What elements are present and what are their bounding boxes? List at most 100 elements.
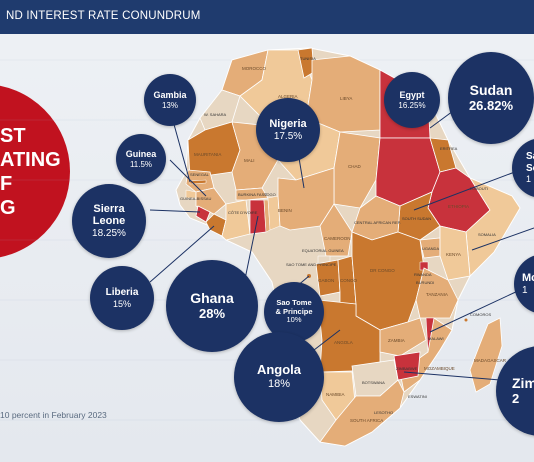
label-algeria: ALGERIA <box>278 94 298 99</box>
guinea-bubble: Guinea 11.5% <box>116 134 166 184</box>
label-kenya: KENYA <box>446 252 461 257</box>
label-equatorial-guinea: EQUATORIAL GUINEA <box>302 248 344 253</box>
label-benin: BENIN <box>278 208 292 213</box>
label-rwanda: RWANDA <box>414 272 432 277</box>
sudan-label: Sudan <box>469 82 513 99</box>
label-madagascar: MADAGASCAR <box>474 358 507 363</box>
libya-region <box>305 55 381 133</box>
guinea-region <box>195 187 227 215</box>
label-libya: LIBYA <box>340 96 352 101</box>
label-chad: CHAD <box>348 164 362 169</box>
angola-bubble: Angola 18% <box>234 332 324 422</box>
label-dr-congo: DR CONGO <box>370 268 395 273</box>
liberia-rate: 15% <box>112 298 131 309</box>
sudan-rate: 26.82% <box>468 97 514 113</box>
label-burundi: BURUNDI <box>416 280 434 285</box>
partial-bubble-moz: Moz 1 <box>514 254 534 314</box>
sao-tome-label-1: Sao Tome <box>276 298 312 308</box>
partial-zim-label: Zim <box>512 375 534 392</box>
label-tunisia: TUNISIA <box>300 56 316 61</box>
label-togo: TOGO <box>264 192 276 197</box>
label-lesotho: LESOTHO <box>374 410 393 415</box>
label-burkina: BURKINA FASO <box>238 192 267 197</box>
left-panel-text: ST ATING F G <box>0 124 61 220</box>
liberia-bubble: Liberia 15% <box>90 266 154 330</box>
label-somalia: SOMALIA <box>478 232 496 237</box>
label-mali: MALI <box>244 158 255 163</box>
label-tanzania: TANZANIA <box>426 292 448 297</box>
sierra-leone-bubble: Sierra Leone 18.25% <box>72 184 146 258</box>
partial-sa-label-2: Se <box>526 162 534 174</box>
somalia-region <box>465 177 521 277</box>
sierra-leone-rate: 18.25% <box>92 227 126 239</box>
nigeria-bubble: Nigeria 17.5% <box>256 98 320 162</box>
left-panel-line-3: F <box>0 173 13 195</box>
ghana-label: Ghana <box>190 290 234 307</box>
gambia-region <box>189 179 207 185</box>
partial-zim-rate: 2 <box>512 390 520 406</box>
label-mozambique: MOZAMBIQUE <box>424 366 455 371</box>
nigeria-label: Nigeria <box>269 117 307 130</box>
liberia-label: Liberia <box>105 287 139 299</box>
header-title: ND INTEREST RATE CONUNDRUM <box>6 10 201 22</box>
gambia-rate: 13% <box>161 100 178 110</box>
left-panel-line-1: ST <box>0 125 26 147</box>
header-bar: ND INTEREST RATE CONUNDRUM <box>0 0 534 34</box>
label-south-africa: SOUTH AFRICA <box>350 418 383 423</box>
sierra-leone-label-2: Leone <box>92 215 126 228</box>
burkina-region <box>235 187 269 201</box>
comoros-island <box>464 318 468 322</box>
label-uganda: UGANDA <box>422 246 439 251</box>
sao-tome-rate: 10% <box>286 315 302 325</box>
label-sao-tome: SAO TOME AND PRINCIPE <box>286 262 337 267</box>
label-guinea-bissau: GUINEA-BISSAU <box>180 196 211 201</box>
sudan-bubble: Sudan 26.82% <box>448 52 534 144</box>
label-eswatini: ESWATINI <box>408 394 427 399</box>
partial-moz-label: Moz <box>522 271 534 284</box>
label-comoros: COMOROS <box>470 312 491 317</box>
western-sahara-region <box>199 89 241 131</box>
partial-sa-label-1: Sa <box>526 151 534 163</box>
cote-ivoire-region <box>221 199 251 241</box>
ghana-bubble: Ghana 28% <box>166 260 258 352</box>
label-south-sudan: SOUTH SUDAN <box>402 216 431 221</box>
label-car: CENTRAL AFRICAN REP. <box>354 220 401 225</box>
zambia-region <box>379 317 427 357</box>
left-panel-line-2: ATING <box>0 149 61 171</box>
egypt-bubble: Egypt 16.25% <box>384 72 440 128</box>
label-botswana: BOTSWANA <box>362 380 385 385</box>
label-senegal: SENEGAL <box>190 172 210 177</box>
left-panel-line-4: G <box>0 197 16 219</box>
madagascar-region <box>469 317 503 393</box>
label-cameroon: CAMEROON <box>324 236 351 241</box>
label-eritrea: ERITREA <box>440 146 458 151</box>
partial-sa-rate: 1 <box>526 174 532 185</box>
gambia-label: Gambia <box>153 90 187 101</box>
label-angola: ANGOLA <box>334 340 353 345</box>
label-zambia: ZAMBIA <box>388 338 405 343</box>
nigeria-rate: 17.5% <box>273 130 303 142</box>
sierra-leone-label-1: Sierra <box>93 202 125 215</box>
gambia-bubble: Gambia 13% <box>144 74 196 126</box>
dr-congo-region <box>351 231 425 331</box>
angola-label: Angola <box>256 362 302 378</box>
label-morocco: MOROCCO <box>242 66 266 71</box>
label-namibia: NAMIBIA <box>326 392 345 397</box>
label-congo: CONGO <box>340 278 358 283</box>
label-djibouti: DJIBOUTI <box>470 186 488 191</box>
label-malawi: MALAWI <box>428 336 444 341</box>
partial-moz-rate: 1 <box>522 284 528 296</box>
cameroon-region <box>319 203 353 257</box>
egypt-rate: 16.25% <box>398 100 426 110</box>
label-mauritania: MAURITANIA <box>194 152 221 157</box>
guinea-rate: 11.5% <box>129 159 153 169</box>
connector-lines <box>149 89 534 381</box>
partial-bubble-sa: Sa Se 1 <box>512 138 534 198</box>
south-africa-region <box>319 379 405 447</box>
label-gabon: GABON <box>318 278 334 283</box>
label-zimbabwe: ZIMBABWE <box>396 366 418 371</box>
angola-rate: 18% <box>267 378 291 391</box>
guinea-label: Guinea <box>125 149 157 160</box>
tanzania-region <box>415 267 459 319</box>
